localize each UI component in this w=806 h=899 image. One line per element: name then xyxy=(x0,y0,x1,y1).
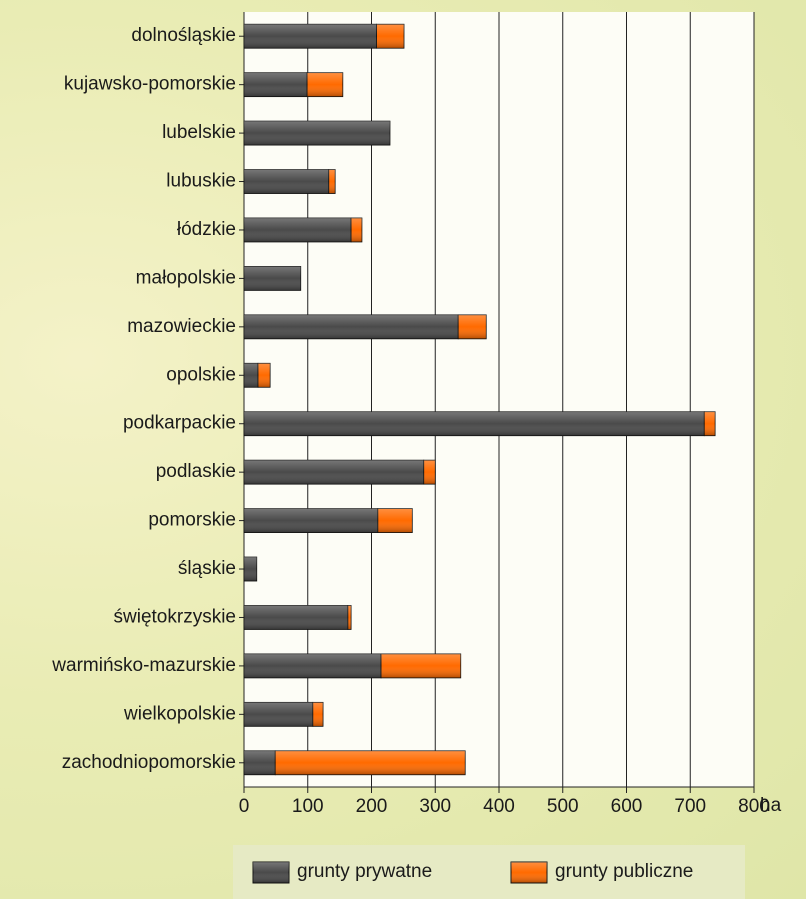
y-tick-label: zachodniopomorskie xyxy=(62,752,236,773)
y-tick-label: lubelskie xyxy=(162,122,236,143)
y-tick-label: podkarpackie xyxy=(123,413,236,434)
x-tick-label: 500 xyxy=(547,796,579,817)
bar-shade xyxy=(704,411,716,436)
bar-shade xyxy=(381,653,461,678)
y-tick-label: opolskie xyxy=(166,364,236,385)
y-tick-label: dolnośląskie xyxy=(131,25,236,46)
y-tick-label: mazowieckie xyxy=(127,316,236,337)
x-tick-label: 800 xyxy=(738,796,770,817)
legend-box xyxy=(233,845,745,899)
bar-shade xyxy=(244,217,352,242)
bar-shade xyxy=(423,460,436,485)
bar-shade xyxy=(244,24,377,49)
bar-shade xyxy=(351,217,362,242)
bar-shade xyxy=(244,750,276,775)
y-tick-label: świętokrzyskie xyxy=(114,606,236,627)
bar-shade xyxy=(244,169,329,194)
bar-shade xyxy=(307,72,343,97)
y-tick-label: lubuskie xyxy=(166,171,236,192)
y-tick-label: wielkopolskie xyxy=(123,703,236,724)
x-tick-label: 400 xyxy=(483,796,515,817)
bar-shade xyxy=(244,653,382,678)
x-tick-label: 200 xyxy=(356,796,388,817)
y-tick-label: warmińsko-mazurskie xyxy=(51,655,236,676)
bar-shade xyxy=(458,314,487,339)
bar-shade xyxy=(244,557,257,582)
x-axis-label: ha xyxy=(760,795,782,816)
bar-shade xyxy=(244,460,424,485)
y-tick-label: kujawsko-pomorskie xyxy=(64,74,236,95)
bar-shade xyxy=(244,411,705,436)
y-tick-label: pomorskie xyxy=(148,510,236,531)
bar-shade xyxy=(258,363,271,388)
bar-shade xyxy=(244,508,378,533)
bar-shade xyxy=(244,72,308,97)
bar-shade xyxy=(275,750,466,775)
bar-shade xyxy=(244,702,313,727)
y-tick-label: śląskie xyxy=(178,558,236,579)
legend-swatch-shade xyxy=(511,862,547,883)
x-tick-label: 600 xyxy=(611,796,643,817)
y-tick-label: podlaskie xyxy=(156,461,236,482)
bar-shade xyxy=(347,605,352,630)
bar-shade xyxy=(244,605,348,630)
bar-shade xyxy=(244,363,259,388)
x-tick-label: 700 xyxy=(674,796,706,817)
x-tick-label: 0 xyxy=(239,796,250,817)
bar-shade xyxy=(328,169,336,194)
bar-shade xyxy=(377,508,413,533)
legend-label: grunty publiczne xyxy=(555,861,693,882)
bar-shade xyxy=(376,24,405,49)
y-tick-label: łódzkie xyxy=(177,219,236,240)
bar-shade xyxy=(312,702,324,727)
x-tick-label: 300 xyxy=(419,796,451,817)
bar-shade xyxy=(244,314,459,339)
legend-label: grunty prywatne xyxy=(297,861,432,882)
bar-shade xyxy=(244,266,301,291)
x-tick-label: 100 xyxy=(292,796,324,817)
legend-swatch-shade xyxy=(253,862,289,883)
y-tick-label: małopolskie xyxy=(136,267,236,288)
bar-shade xyxy=(244,121,390,146)
